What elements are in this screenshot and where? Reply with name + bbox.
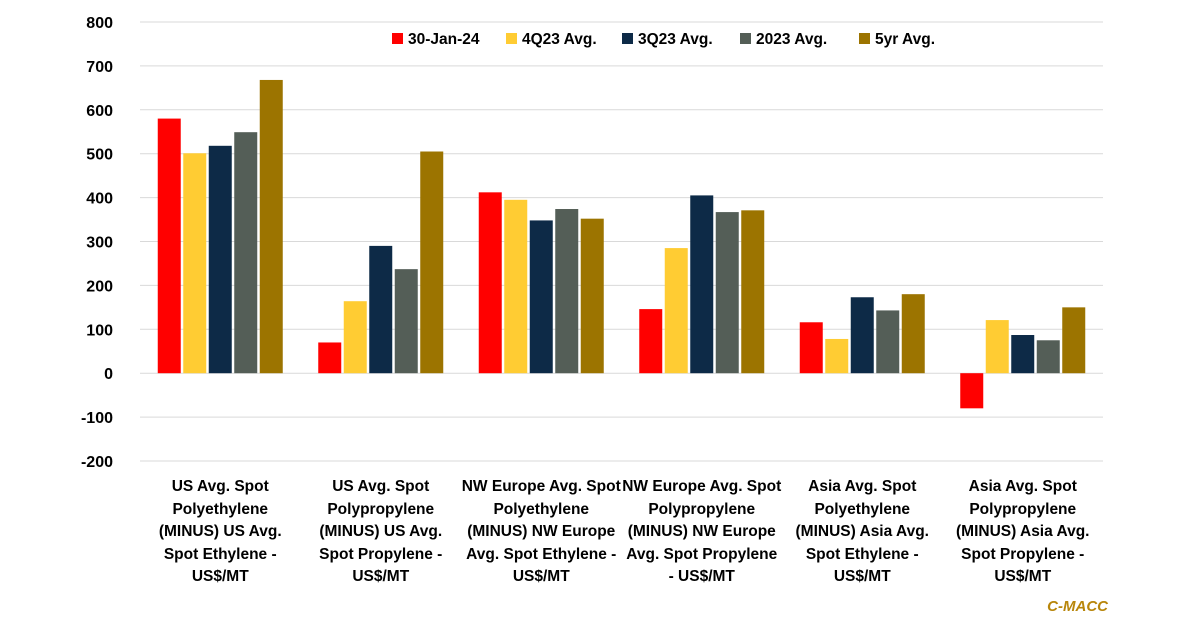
bar bbox=[985, 320, 1009, 374]
bar bbox=[343, 301, 367, 374]
y-tick-label: 500 bbox=[86, 147, 113, 164]
bar bbox=[1036, 340, 1060, 374]
legend-label: 3Q23 Avg. bbox=[638, 31, 713, 48]
bar bbox=[580, 218, 604, 374]
legend-swatch bbox=[622, 33, 633, 44]
legend-label: 2023 Avg. bbox=[756, 31, 827, 48]
y-tick-label: -200 bbox=[81, 454, 113, 471]
bar bbox=[318, 342, 342, 374]
bar bbox=[394, 269, 418, 374]
bar bbox=[960, 373, 984, 409]
bar bbox=[183, 153, 207, 374]
bar bbox=[1011, 335, 1035, 374]
legend-swatch bbox=[506, 33, 517, 44]
x-tick-label: Asia Avg. Spot Polyethylene (MINUS) Asia… bbox=[795, 478, 929, 585]
bar bbox=[504, 199, 528, 374]
bar bbox=[876, 310, 900, 374]
bar bbox=[639, 309, 663, 374]
source-label: C-MACC bbox=[1047, 598, 1108, 615]
y-tick-label: 0 bbox=[104, 366, 113, 383]
bar bbox=[259, 79, 283, 374]
x-tick-label: NW Europe Avg. Spot Polypropylene (MINUS… bbox=[622, 478, 782, 585]
bar bbox=[901, 294, 925, 374]
bar bbox=[478, 192, 502, 374]
legend-label: 4Q23 Avg. bbox=[522, 31, 597, 48]
y-tick-label: 300 bbox=[86, 235, 113, 252]
bar bbox=[369, 245, 393, 374]
y-tick-label: 400 bbox=[86, 191, 113, 208]
bar bbox=[850, 297, 874, 374]
bar bbox=[555, 209, 579, 374]
bar bbox=[1062, 307, 1086, 374]
y-tick-label: 700 bbox=[86, 59, 113, 76]
legend-label: 30-Jan-24 bbox=[408, 31, 480, 48]
legend-label: 5yr Avg. bbox=[875, 31, 935, 48]
y-tick-label: 200 bbox=[86, 278, 113, 295]
legend-swatch bbox=[859, 33, 870, 44]
legend-swatch bbox=[392, 33, 403, 44]
y-tick-label: 800 bbox=[86, 15, 113, 32]
bar bbox=[825, 338, 849, 374]
bar bbox=[420, 151, 444, 374]
y-tick-label: 600 bbox=[86, 103, 113, 120]
x-tick-label: Asia Avg. Spot Polypropylene (MINUS) Asi… bbox=[956, 478, 1090, 585]
x-tick-label: NW Europe Avg. Spot Polyethylene (MINUS)… bbox=[461, 478, 621, 585]
bar bbox=[664, 248, 688, 374]
bar bbox=[799, 322, 823, 374]
legend-swatch bbox=[740, 33, 751, 44]
bar bbox=[715, 212, 739, 374]
bar bbox=[208, 145, 232, 374]
bar bbox=[234, 132, 258, 374]
x-tick-label: US Avg. Spot Polypropylene (MINUS) US Av… bbox=[319, 478, 443, 585]
y-tick-label: -100 bbox=[81, 410, 113, 427]
bar bbox=[690, 195, 714, 374]
x-tick-label: US Avg. Spot Polyethylene (MINUS) US Avg… bbox=[158, 478, 282, 585]
bar bbox=[741, 210, 765, 374]
y-tick-label: 100 bbox=[86, 322, 113, 339]
bar bbox=[157, 118, 181, 374]
bar bbox=[529, 220, 553, 374]
